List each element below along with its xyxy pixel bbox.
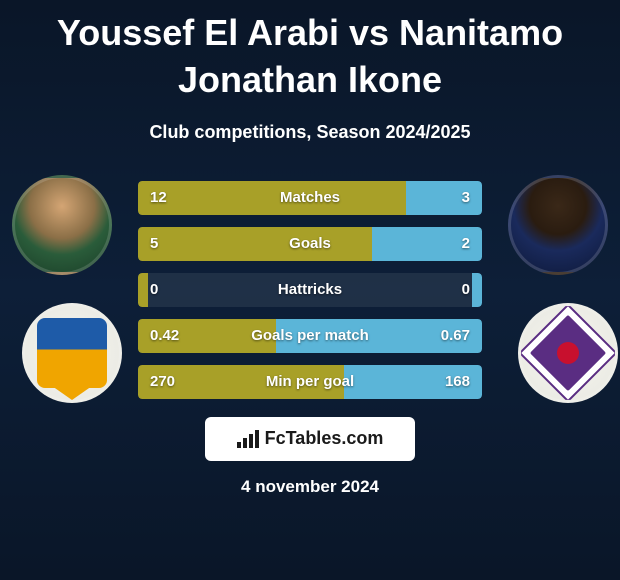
stat-value-right: 168 <box>445 373 470 390</box>
stat-value-left: 0 <box>150 281 158 298</box>
stats-list: 12 3 Matches 5 2 Goals 0 0 Hattricks 0.42 0.67 Goal… <box>138 181 482 399</box>
stat-value-left: 12 <box>150 189 167 206</box>
stat-value-left: 0.42 <box>150 327 179 344</box>
stat-value-right: 3 <box>462 189 470 206</box>
bar-left <box>138 273 148 307</box>
footer-logo-text: FcTables.com <box>265 428 384 449</box>
stat-value-right: 0.67 <box>441 327 470 344</box>
stat-value-left: 5 <box>150 235 158 252</box>
stat-value-left: 270 <box>150 373 175 390</box>
bar-left <box>138 181 406 215</box>
stat-value-right: 2 <box>462 235 470 252</box>
stat-label: Matches <box>280 189 340 206</box>
bar-right <box>406 181 482 215</box>
club-right-badge <box>518 303 618 403</box>
stat-row: 270 168 Min per goal <box>138 365 482 399</box>
fiorentina-badge-icon <box>519 303 618 402</box>
stat-row: 0 0 Hattricks <box>138 273 482 307</box>
infographic-container: Youssef El Arabi vs Nanitamo Jonathan Ik… <box>0 0 620 580</box>
subtitle: Club competitions, Season 2024/2025 <box>0 122 620 143</box>
page-title: Youssef El Arabi vs Nanitamo Jonathan Ik… <box>0 10 620 104</box>
player-left-avatar <box>12 175 112 275</box>
stat-row: 5 2 Goals <box>138 227 482 261</box>
apoel-badge-icon <box>37 318 107 388</box>
stat-row: 12 3 Matches <box>138 181 482 215</box>
stat-label: Hattricks <box>278 281 342 298</box>
bar-right <box>472 273 482 307</box>
stat-label: Min per goal <box>266 373 354 390</box>
stat-label: Goals per match <box>251 327 369 344</box>
date-text: 4 november 2024 <box>0 477 620 497</box>
footer-logo[interactable]: FcTables.com <box>205 417 415 461</box>
comparison-area: 12 3 Matches 5 2 Goals 0 0 Hattricks 0.42 0.67 Goal… <box>0 181 620 399</box>
stat-value-right: 0 <box>462 281 470 298</box>
chart-icon <box>237 430 259 448</box>
player-right-avatar <box>508 175 608 275</box>
stat-label: Goals <box>289 235 331 252</box>
stat-row: 0.42 0.67 Goals per match <box>138 319 482 353</box>
bar-left <box>138 227 372 261</box>
club-left-badge <box>22 303 122 403</box>
